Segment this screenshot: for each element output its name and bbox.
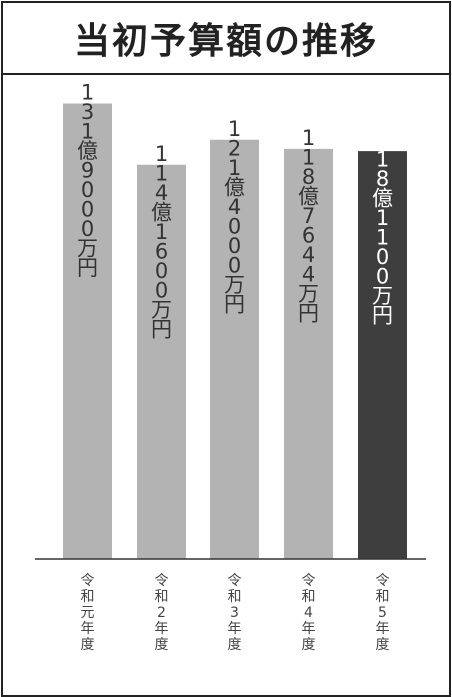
data-label-4: 1 1 8 億 7 6 4 4 万円 <box>298 126 319 326</box>
category-label-5: 令和 5 年度 <box>376 573 390 653</box>
data-label-5: 1 1 8 億 1 1 0 0 万円 <box>372 128 393 328</box>
data-label-3: 1 2 1 億 4 0 0 0 万円 <box>224 117 245 316</box>
bar-1 <box>63 103 112 559</box>
bar-4 <box>284 148 333 559</box>
category-label-1: 令和元年度 <box>81 573 95 653</box>
data-label-1: 1 3 1 億 9 0 0 0 万円 <box>77 81 98 281</box>
category-label-2: 令和 2 年度 <box>155 573 169 653</box>
chart-title: 当初予算額の推移 <box>73 21 378 62</box>
data-label-2: 1 1 4 億 1 6 0 0 万円 <box>151 142 172 341</box>
bar-3 <box>210 139 259 560</box>
chart-header: 当初予算額の推移 <box>3 3 449 75</box>
bar-5 <box>358 151 407 559</box>
category-label-3: 令和 3 年度 <box>228 573 242 653</box>
bar-2 <box>137 164 186 560</box>
category-label-4: 令和 4 年度 <box>302 573 316 653</box>
